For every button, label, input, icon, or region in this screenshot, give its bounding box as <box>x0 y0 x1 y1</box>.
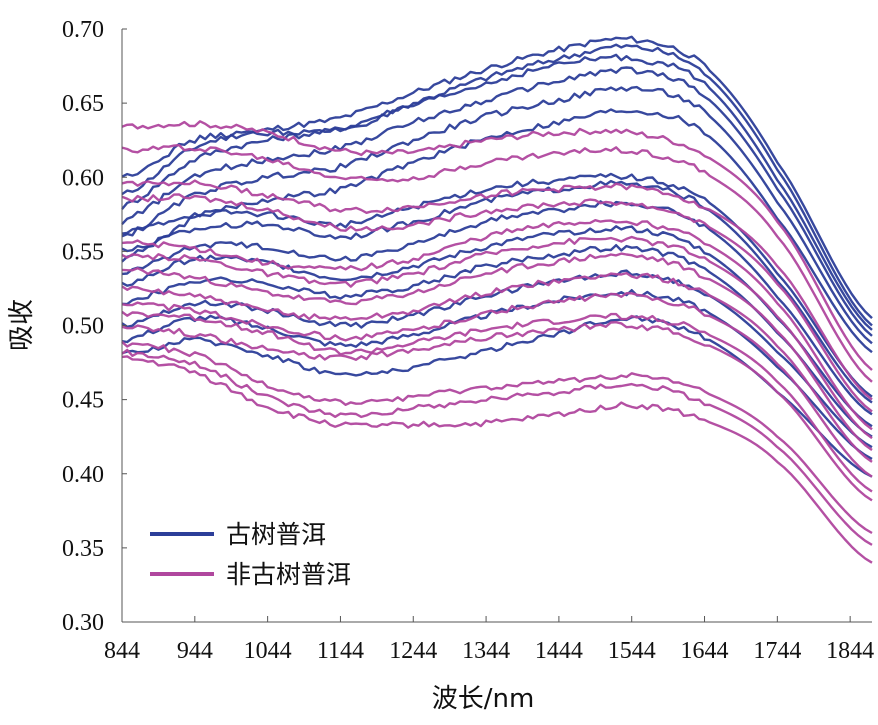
ancient-puer-spectrum-line <box>121 200 873 416</box>
x-tick-label: 1044 <box>244 638 292 664</box>
non-ancient-puer-spectrum-line <box>121 235 873 440</box>
non-ancient-puer-spectrum-line <box>121 348 873 546</box>
x-tick-label: 1744 <box>753 638 801 664</box>
x-axis-title: 波长/nm <box>432 684 535 714</box>
x-tick-label: 1444 <box>535 638 583 664</box>
x-tick-label: 944 <box>177 638 213 664</box>
x-tick-label: 1344 <box>462 638 510 664</box>
x-tick-label: 1544 <box>608 638 656 664</box>
non-ancient-puer-spectrum-line <box>121 310 873 493</box>
x-tick-label: 844 <box>104 638 140 664</box>
ancient-puer-spectrum-line <box>121 66 873 337</box>
ancient-puer-spectrum-line <box>121 53 873 331</box>
legend-label-ancient-puer: 古树普洱 <box>226 520 326 549</box>
x-tick-label: 1144 <box>317 638 364 664</box>
non-ancient-puer-spectrum-line <box>121 321 873 502</box>
y-tick-label: 0.30 <box>62 610 104 636</box>
non-ancient-puer-spectrum-line <box>121 219 873 431</box>
y-tick-label: 0.45 <box>62 388 104 414</box>
x-tick-group: 844 944 1044 1144 1244 1344 1444 1544 1644 1744 18… <box>104 616 874 664</box>
y-tick-label: 0.40 <box>62 462 104 488</box>
non-ancient-puer-spectrum-line <box>121 292 873 478</box>
y-axis-title: 吸收 <box>7 299 37 351</box>
ancient-puer-spectrum-line <box>121 43 873 327</box>
x-tick-label: 1844 <box>826 638 874 664</box>
y-tick-label: 0.70 <box>62 17 104 43</box>
ancient-puer-spectrum-line <box>121 315 873 478</box>
ancient-puer-spectrum-line <box>121 85 873 345</box>
y-tick-label: 0.55 <box>62 239 104 265</box>
non-ancient-puer-spectrum-line <box>121 179 873 401</box>
non-ancient-puer-spectrum-line <box>121 193 873 413</box>
legend: 古树普洱 非古树普洱 <box>150 520 351 589</box>
ancient-puer-spectrum-line <box>121 244 873 438</box>
plot-lines <box>121 35 873 564</box>
non-ancient-puer-spectrum-line <box>121 271 873 463</box>
non-ancient-puer-spectrum-line <box>121 340 873 535</box>
non-ancient-puer-spectrum-line <box>121 252 873 451</box>
y-tick-group: 0.30 0.35 0.40 0.45 0.50 0.55 0.60 0.65 0.70 <box>62 17 127 636</box>
y-tick-label: 0.35 <box>62 536 104 562</box>
y-tick-label: 0.50 <box>62 314 104 340</box>
legend-label-non-ancient-puer: 非古树普洱 <box>226 560 351 589</box>
ancient-puer-spectrum-line <box>121 35 873 319</box>
ancient-puer-spectrum-line <box>121 172 873 398</box>
non-ancient-puer-spectrum-line <box>121 144 873 383</box>
x-tick-label: 1644 <box>681 638 729 664</box>
axes: 0.30 0.35 0.40 0.45 0.50 0.55 0.60 0.65 0.70 844… <box>62 17 874 664</box>
non-ancient-puer-spectrum-line <box>121 120 873 371</box>
non-ancient-puer-spectrum-line <box>121 355 873 564</box>
y-tick-label: 0.60 <box>62 165 104 191</box>
y-tick-label: 0.65 <box>62 91 104 117</box>
x-tick-label: 1244 <box>389 638 437 664</box>
